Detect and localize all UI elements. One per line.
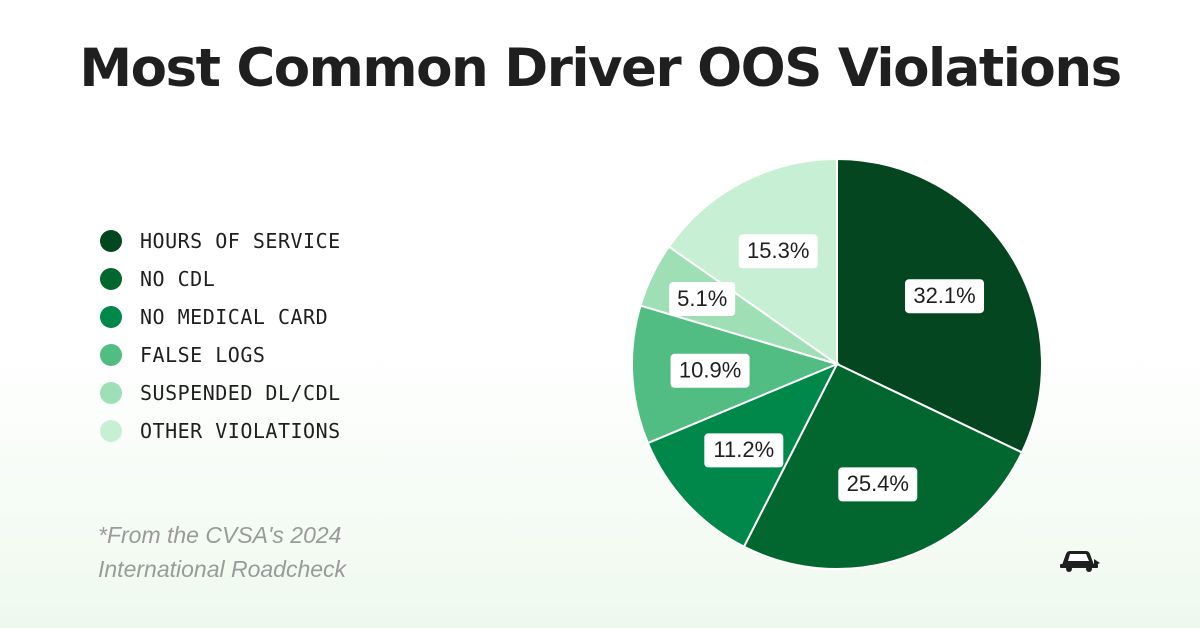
data-label: 5.1% xyxy=(677,286,727,311)
legend-label: SUSPENDED DL/CDL xyxy=(140,381,341,405)
data-label: 10.9% xyxy=(679,358,741,383)
legend-swatch xyxy=(100,306,122,328)
legend-label: NO CDL xyxy=(140,267,216,291)
legend-swatch xyxy=(100,344,122,366)
legend-swatch xyxy=(100,382,122,404)
page-title: Most Common Driver OOS Violations xyxy=(79,38,1122,99)
legend-item: NO MEDICAL CARD xyxy=(100,298,341,336)
data-label-box xyxy=(905,279,985,314)
data-label: 15.3% xyxy=(747,238,809,263)
data-label-box xyxy=(670,353,750,388)
legend-item: HOURS OF SERVICE xyxy=(100,222,341,260)
truck-logo-icon xyxy=(1060,551,1100,572)
data-label-box xyxy=(838,467,918,502)
data-label-box xyxy=(704,433,784,468)
legend-item: FALSE LOGS xyxy=(100,336,341,374)
legend-item: NO CDL xyxy=(100,260,341,298)
legend-label: NO MEDICAL CARD xyxy=(140,305,329,329)
legend-item: OTHER VIOLATIONS xyxy=(100,412,341,450)
data-label-box xyxy=(669,282,736,317)
legend-swatch xyxy=(100,268,122,290)
chart-legend: HOURS OF SERVICE NO CDL NO MEDICAL CARD FAL… xyxy=(100,222,341,450)
source-footnote: *From the CVSA's 2024 International Road… xyxy=(98,522,347,582)
data-label: 11.2% xyxy=(713,437,774,462)
legend-label: OTHER VIOLATIONS xyxy=(140,419,341,443)
legend-swatch xyxy=(100,420,122,442)
legend-label: HOURS OF SERVICE xyxy=(140,229,341,253)
data-label: 25.4% xyxy=(847,471,909,496)
legend-swatch xyxy=(100,230,122,252)
legend-item: SUSPENDED DL/CDL xyxy=(100,374,341,412)
pie-slice xyxy=(742,362,1024,570)
data-label-box xyxy=(738,234,818,269)
data-label: 32.1% xyxy=(913,283,975,308)
legend-label: FALSE LOGS xyxy=(140,343,266,367)
